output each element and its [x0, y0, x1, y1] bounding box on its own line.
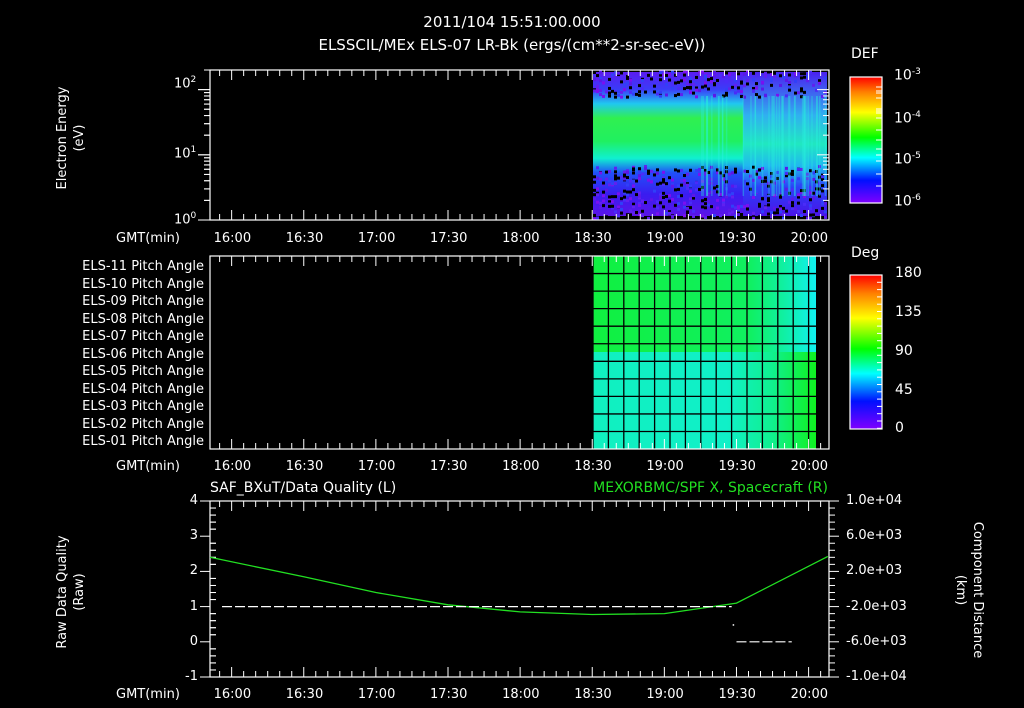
def-tick-1e-6: 10-6 [894, 193, 921, 210]
time-tick-label: 17:00 [357, 459, 396, 474]
energy-axis-label: Electron Energy (eV) [55, 68, 87, 208]
distance-axis-label: Component Distance (km) [953, 504, 985, 676]
time-tick-label: 19:00 [646, 231, 684, 246]
pitch-row-label: ELS-11 Pitch Angle [82, 259, 204, 274]
time-tick-label: 18:30 [574, 687, 612, 702]
time-axis-title: GMT(min) [116, 687, 180, 702]
plot-timestamp: 2011/104 15:51:00.000 [423, 13, 601, 31]
energy-tick-1: 100 [174, 211, 197, 228]
time-tick-label: 17:30 [429, 687, 468, 702]
time-tick-label: 16:00 [213, 459, 252, 474]
time-tick-label: 18:00 [502, 231, 540, 246]
distance-tick-label: 2.0e+03 [846, 563, 903, 579]
time-tick-label: 18:00 [502, 687, 540, 702]
time-tick-label: 16:30 [285, 459, 324, 474]
distance-tick-label: -6.0e+03 [846, 633, 907, 649]
time-tick-label: 17:30 [429, 459, 468, 474]
pitch-row-label: ELS-08 Pitch Angle [82, 311, 204, 327]
pitch-row-label: ELS-09 Pitch Angle [82, 294, 204, 310]
energy-tick-100: 102 [174, 75, 197, 92]
def-tick-1e-5: 10-5 [894, 151, 921, 168]
pitch-row-label: ELS-03 Pitch Angle [82, 399, 204, 415]
deg-colorbar-title: Deg [851, 245, 880, 261]
distance-tick-label: -2.0e+03 [846, 598, 907, 614]
time-tick-label: 17:00 [357, 687, 396, 702]
plot-subtitle: ELSSCIL/MEx ELS-07 LR-Bk (ergs/(cm**2-sr… [318, 36, 706, 54]
energy-spectrogram [593, 70, 827, 220]
time-tick-label: 18:30 [574, 231, 612, 246]
distance-tick-label: -1.0e+04 [846, 669, 907, 684]
time-tick-label: 18:00 [502, 459, 540, 474]
quality-tick-label: -1 [185, 669, 198, 684]
time-tick-label: 16:30 [285, 231, 324, 246]
time-axis-title: GMT(min) [116, 459, 180, 474]
time-tick-label: 16:00 [213, 687, 252, 702]
spacecraft-x-line [209, 555, 829, 616]
time-tick-label: 17:30 [429, 231, 468, 246]
energy-tick-10: 101 [174, 145, 197, 162]
deg-colorbar [849, 274, 883, 430]
time-tick-label: 16:30 [285, 687, 324, 702]
time-axis-title: GMT(min) [116, 231, 180, 246]
quality-axis-label: Raw Data Quality (Raw) [55, 512, 87, 672]
energy-axis-label-line2: (eV) [72, 124, 87, 152]
distance-tick-label: 6.0e+03 [846, 528, 903, 544]
distance-axis-label-line2: (km) [953, 574, 968, 606]
energy-axis-label-line1: Electron Energy [55, 86, 70, 190]
pitch-row-labels: ELS-11 Pitch Angle ELS-10 Pitch Angle ELS-… [40, 258, 204, 451]
time-tick-label: 16:00 [213, 231, 252, 246]
quality-tick-label: 1 [189, 598, 198, 614]
pitch-row-label: ELS-05 Pitch Angle [82, 364, 204, 380]
time-tick-label: 18:30 [574, 459, 612, 474]
time-tick-label: 17:00 [357, 231, 396, 246]
pitch-row-label: ELS-02 Pitch Angle [82, 416, 204, 432]
pitch-row-label: ELS-04 Pitch Angle [82, 381, 204, 397]
deg-tick-45: 45 [895, 382, 913, 398]
quality-tick-label: 4 [189, 493, 198, 508]
time-tick-label: 19:00 [646, 459, 684, 474]
quality-axis-label-line2: (Raw) [72, 573, 87, 611]
quality-title: SAF_BXuT/Data Quality (L) [210, 480, 397, 496]
deg-tick-180: 180 [895, 265, 922, 281]
def-tick-1e-4: 10-4 [894, 110, 921, 127]
deg-tick-135: 135 [895, 304, 922, 320]
pitch-row-label: ELS-07 Pitch Angle [82, 329, 204, 345]
time-tick-label: 19:00 [646, 687, 684, 702]
pitch-row-label: ELS-10 Pitch Angle [82, 276, 204, 292]
quality-tick-label: 2 [189, 563, 198, 579]
def-tick-1e-3: 10-3 [894, 67, 921, 84]
deg-tick-0: 0 [895, 420, 904, 436]
distance-axis-label-line1: Component Distance [970, 521, 985, 659]
quality-axis-label-line1: Raw Data Quality [55, 535, 70, 649]
quality-tick-label: 0 [189, 633, 198, 649]
time-tick-label: 19:30 [718, 687, 756, 702]
spacecraft-title: MEXORBMC/SPF X, Spacecraft (R) [593, 480, 828, 496]
time-tick-label: 20:00 [790, 459, 829, 474]
pitch-angle-grid [592, 256, 816, 449]
time-tick-label: 20:00 [790, 687, 829, 702]
time-tick-label: 19:30 [718, 231, 756, 246]
time-tick-label: 19:30 [718, 459, 756, 474]
quality-tick-label: 3 [189, 528, 198, 544]
deg-tick-90: 90 [895, 343, 913, 359]
time-tick-label: 20:00 [790, 231, 829, 246]
pitch-row-label: ELS-06 Pitch Angle [82, 346, 204, 362]
pitch-row-label: ELS-01 Pitch Angle [82, 434, 204, 450]
distance-tick-label: 1.0e+04 [846, 493, 903, 508]
def-colorbar-title: DEF [851, 46, 879, 62]
